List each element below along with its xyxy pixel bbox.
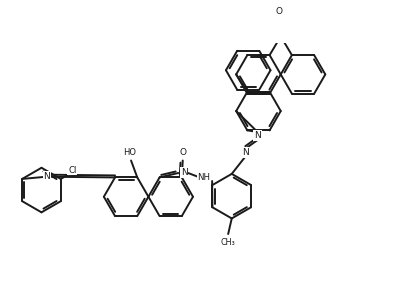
Text: N: N	[241, 148, 248, 157]
Text: N: N	[43, 172, 50, 181]
Text: Cl: Cl	[68, 166, 77, 175]
Text: NH: NH	[197, 173, 210, 182]
Text: CH₃: CH₃	[220, 237, 235, 246]
Text: N: N	[254, 131, 260, 140]
Text: HO: HO	[122, 148, 135, 157]
Text: O: O	[274, 7, 281, 16]
Text: N: N	[180, 168, 187, 177]
Text: O: O	[179, 148, 186, 157]
